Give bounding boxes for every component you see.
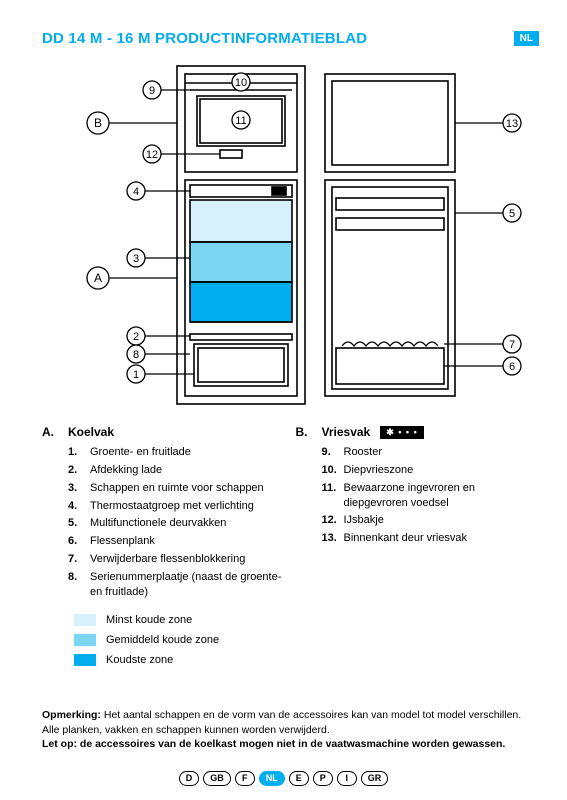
item-number: 3. <box>68 481 90 496</box>
list-item: 13.Binnenkant deur vriesvak <box>322 531 540 546</box>
item-text: Flessenplank <box>90 534 286 549</box>
legend-row: Koudste zone <box>74 654 219 666</box>
svg-text:3: 3 <box>133 253 139 265</box>
product-diagram: B A 9 12 10 11 4 3 2 8 1 13 5 7 6 <box>42 58 542 410</box>
legend-label: Koudste zone <box>106 654 173 666</box>
lang-pill-nl: NL <box>259 771 285 786</box>
legend-label: Gemiddeld koude zone <box>106 634 219 646</box>
note-1-bold: Opmerking: <box>42 709 101 721</box>
list-item: 12.IJsbakje <box>322 513 540 528</box>
item-number: 4. <box>68 499 90 514</box>
item-text: IJsbakje <box>344 513 540 528</box>
section-a-header: A. Koelvak <box>42 425 286 439</box>
note-line-2: Alle planken, vakken en schappen kunnen … <box>42 723 539 738</box>
note-line-1: Opmerking: Het aantal schappen en de vor… <box>42 708 539 723</box>
svg-text:7: 7 <box>509 339 515 351</box>
svg-text:13: 13 <box>506 118 518 130</box>
item-number: 9. <box>322 445 344 460</box>
freezer-star-badge: ✱ • • • <box>380 426 424 439</box>
item-number: 6. <box>68 534 90 549</box>
section-a: A. Koelvak 1.Groente- en fruitlade2.Afde… <box>42 425 286 603</box>
item-number: 7. <box>68 552 90 567</box>
footer-languages: DGB F NL EPI GR <box>0 771 567 786</box>
item-text: Verwijderbare flessenblokkering <box>90 552 286 567</box>
item-text: Binnenkant deur vriesvak <box>344 531 540 546</box>
list-item: 10.Diepvrieszone <box>322 463 540 478</box>
item-text: Multifunctionele deurvakken <box>90 516 286 531</box>
notes: Opmerking: Het aantal schappen en de vor… <box>42 708 539 752</box>
legend-swatch <box>74 654 96 666</box>
zone-legend: Minst koude zone Gemiddeld koude zone Koud… <box>74 614 219 674</box>
svg-text:A: A <box>94 271 102 285</box>
list-item: 8.Serienummerplaatje (naast de groente- … <box>68 570 286 600</box>
item-text: Serienummerplaatje (naast de groente- en… <box>90 570 286 600</box>
item-text: Diepvrieszone <box>344 463 540 478</box>
legend-label: Minst koude zone <box>106 614 192 626</box>
section-b-list: 9.Rooster10.Diepvrieszone11.Bewaarzone i… <box>296 445 540 546</box>
lang-pill-gb: GB <box>203 771 231 786</box>
list-item: 3.Schappen en ruimte voor schappen <box>68 481 286 496</box>
lang-pill-i: I <box>337 771 357 786</box>
legend-row: Minst koude zone <box>74 614 219 626</box>
svg-text:5: 5 <box>509 208 515 220</box>
section-b-letter: B. <box>296 425 316 439</box>
note-1-rest: Het aantal schappen en de vorm van de ac… <box>101 709 521 721</box>
legend-swatch <box>74 614 96 626</box>
list-item: 7.Verwijderbare flessenblokkering <box>68 552 286 567</box>
item-number: 5. <box>68 516 90 531</box>
lang-pill-p: P <box>313 771 333 786</box>
lang-pill-e: E <box>289 771 309 786</box>
item-number: 13. <box>322 531 344 546</box>
item-number: 10. <box>322 463 344 478</box>
item-text: Bewaarzone ingevroren en diepgevroren vo… <box>344 481 540 511</box>
section-a-letter: A. <box>42 425 62 439</box>
item-text: Schappen en ruimte voor schappen <box>90 481 286 496</box>
lang-pill-d: D <box>179 771 200 786</box>
svg-text:12: 12 <box>146 149 158 161</box>
svg-text:10: 10 <box>235 77 247 89</box>
svg-text:6: 6 <box>509 361 515 373</box>
list-item: 6.Flessenplank <box>68 534 286 549</box>
list-item: 2.Afdekking lade <box>68 463 286 478</box>
lang-pill-f: F <box>235 771 255 786</box>
svg-text:9: 9 <box>149 85 155 97</box>
item-number: 8. <box>68 570 90 600</box>
list-item: 4.Thermostaatgroep met verlichting <box>68 499 286 514</box>
content-columns: A. Koelvak 1.Groente- en fruitlade2.Afde… <box>42 425 539 603</box>
item-number: 1. <box>68 445 90 460</box>
page-title: DD 14 M - 16 M PRODUCTINFORMATIEBLAD <box>42 30 367 47</box>
section-a-list: 1.Groente- en fruitlade2.Afdekking lade3… <box>42 445 286 600</box>
section-a-name: Koelvak <box>68 425 114 439</box>
svg-text:B: B <box>94 116 102 130</box>
svg-text:11: 11 <box>235 115 246 127</box>
list-item: 5.Multifunctionele deurvakken <box>68 516 286 531</box>
section-b-name: Vriesvak <box>322 425 371 439</box>
svg-text:2: 2 <box>133 331 139 343</box>
page-header: DD 14 M - 16 M PRODUCTINFORMATIEBLAD NL <box>42 30 539 47</box>
list-item: 11.Bewaarzone ingevroren en diepgevroren… <box>322 481 540 511</box>
item-number: 12. <box>322 513 344 528</box>
item-number: 11. <box>322 481 344 511</box>
item-text: Thermostaatgroep met verlichting <box>90 499 286 514</box>
svg-text:1: 1 <box>133 369 139 381</box>
note-line-3: Let op: de accessoires van de koelkast m… <box>42 737 539 752</box>
svg-text:8: 8 <box>133 349 139 361</box>
section-b-header: B. Vriesvak ✱ • • • <box>296 425 540 439</box>
language-badge: NL <box>514 31 539 46</box>
item-text: Afdekking lade <box>90 463 286 478</box>
lang-pill-gr: GR <box>361 771 389 786</box>
legend-row: Gemiddeld koude zone <box>74 634 219 646</box>
item-text: Rooster <box>344 445 540 460</box>
svg-text:4: 4 <box>133 186 139 198</box>
item-text: Groente- en fruitlade <box>90 445 286 460</box>
section-b: B. Vriesvak ✱ • • • 9.Rooster10.Diepvrie… <box>296 425 540 603</box>
legend-swatch <box>74 634 96 646</box>
item-number: 2. <box>68 463 90 478</box>
list-item: 1.Groente- en fruitlade <box>68 445 286 460</box>
list-item: 9.Rooster <box>322 445 540 460</box>
